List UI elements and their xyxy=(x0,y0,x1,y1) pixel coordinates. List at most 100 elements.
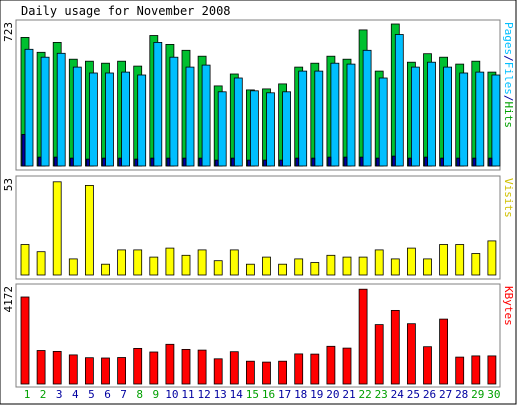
x-tick-label-day-24: 24 xyxy=(391,388,405,401)
x-tick-label-day-11: 11 xyxy=(181,388,194,401)
pages-bar-day-3 xyxy=(53,156,58,167)
panel-frame xyxy=(15,175,501,280)
pages-bar-day-2 xyxy=(37,156,42,167)
panel-max-label: 53 xyxy=(2,178,15,191)
visits-bar-day-3 xyxy=(52,181,62,276)
series-kbytes xyxy=(20,288,497,385)
x-tick-label-day-27: 27 xyxy=(439,388,452,401)
pages-bar-day-15 xyxy=(246,159,251,167)
pages-bar-day-18 xyxy=(295,157,300,167)
pages-bar-day-12 xyxy=(198,157,203,167)
panel-kbytes: 4172 KBytes xyxy=(2,283,515,388)
x-tick-label-day-23: 23 xyxy=(375,388,388,401)
x-tick-label-day-20: 20 xyxy=(326,388,339,401)
pages-bar-day-7 xyxy=(118,157,122,167)
files-bar-day-20 xyxy=(330,62,340,167)
files-bar-day-13 xyxy=(217,91,227,167)
x-tick-label-day-22: 22 xyxy=(358,388,371,401)
pages-bar-day-21 xyxy=(343,156,348,167)
files-bar-day-4 xyxy=(72,66,82,167)
files-bar-day-26 xyxy=(427,61,436,167)
visits-bar-day-6 xyxy=(101,263,110,276)
series-label-part: / xyxy=(502,55,515,62)
files-bar-day-27 xyxy=(443,66,453,167)
files-bar-day-12 xyxy=(201,64,211,167)
pages-bar-day-28 xyxy=(456,157,461,167)
kbytes-bar-day-3 xyxy=(52,350,62,385)
pages-bar-day-4 xyxy=(69,157,74,167)
visits-bar-day-26 xyxy=(423,258,432,276)
files-bar-day-29 xyxy=(475,71,485,167)
kbytes-bar-day-1 xyxy=(20,296,30,385)
x-tick-label-day-15: 15 xyxy=(246,388,259,401)
visits-bar-day-23 xyxy=(374,249,384,276)
kbytes-bar-day-24 xyxy=(390,309,400,385)
kbytes-bar-day-6 xyxy=(101,357,110,385)
series-label-part: KBytes xyxy=(502,286,515,326)
pages-bar-day-19 xyxy=(311,157,316,167)
files-bar-day-21 xyxy=(346,63,356,167)
visits-bar-day-9 xyxy=(149,256,159,276)
files-bar-day-8 xyxy=(137,74,147,167)
x-axis-day-labels: 1 2 3 4 5 6 7 8 9 10 11 12 13 14 15 16 17 18 19 20 21 22 23 24 2… xyxy=(24,388,501,401)
x-tick-label-day-2: 2 xyxy=(40,388,47,401)
visits-bar-day-10 xyxy=(165,247,175,276)
visits-bar-day-8 xyxy=(133,249,143,276)
panel-pages_files_hits: 723 Pages/Files/Hits xyxy=(2,19,515,171)
files-bar-day-5 xyxy=(89,72,98,167)
pages-bar-day-5 xyxy=(86,158,90,167)
visits-bar-day-4 xyxy=(68,258,78,276)
kbytes-bar-day-11 xyxy=(181,348,191,385)
x-tick-label-day-8: 8 xyxy=(136,388,143,401)
series-files xyxy=(24,34,501,167)
panel-max-label: 4172 xyxy=(2,286,15,313)
files-bar-day-15 xyxy=(249,90,259,167)
kbytes-bar-day-16 xyxy=(262,361,271,385)
files-bar-day-1 xyxy=(24,48,34,167)
x-tick-label-day-9: 9 xyxy=(152,388,159,401)
x-tick-label-day-17: 17 xyxy=(278,388,291,401)
pages-bar-day-29 xyxy=(472,157,477,167)
pages-bar-day-23 xyxy=(375,157,380,167)
x-tick-label-day-4: 4 xyxy=(72,388,79,401)
x-tick-label-day-14: 14 xyxy=(230,388,244,401)
pages-bar-day-1 xyxy=(21,133,26,167)
pages-bar-day-13 xyxy=(214,159,219,167)
visits-bar-day-25 xyxy=(406,247,416,276)
visits-bar-day-30 xyxy=(487,240,497,276)
x-tick-label-day-3: 3 xyxy=(56,388,63,401)
visits-bar-day-28 xyxy=(455,244,465,276)
pages-bar-day-11 xyxy=(182,157,187,167)
x-tick-label-day-29: 29 xyxy=(471,388,484,401)
visits-bar-day-24 xyxy=(390,258,400,276)
files-bar-day-18 xyxy=(298,70,308,167)
visits-bar-day-19 xyxy=(310,262,320,276)
kbytes-bar-day-8 xyxy=(133,347,143,385)
x-tick-label-day-25: 25 xyxy=(407,388,420,401)
series-label-part: Hits xyxy=(502,102,515,129)
pages-bar-day-14 xyxy=(230,157,235,167)
kbytes-bar-day-5 xyxy=(85,357,94,385)
series-label-part: / xyxy=(502,95,515,102)
files-bar-day-30 xyxy=(491,74,501,167)
files-bar-day-19 xyxy=(314,70,324,167)
pages-bar-day-6 xyxy=(102,157,106,167)
visits-bar-day-2 xyxy=(36,251,46,276)
series-pages xyxy=(21,133,493,167)
pages-bar-day-25 xyxy=(407,157,412,167)
visits-bar-day-16 xyxy=(262,256,271,276)
chart-title: Daily usage for November 2008 xyxy=(21,4,231,18)
x-tick-label-day-13: 13 xyxy=(214,388,227,401)
visits-bar-day-22 xyxy=(358,256,368,276)
x-tick-label-day-5: 5 xyxy=(88,388,95,401)
files-bar-day-16 xyxy=(266,92,275,167)
kbytes-bar-day-17 xyxy=(278,360,288,385)
x-tick-label-day-12: 12 xyxy=(197,388,210,401)
pages-bar-day-17 xyxy=(279,159,284,167)
kbytes-bar-day-20 xyxy=(326,345,336,385)
files-bar-day-28 xyxy=(459,72,469,167)
x-tick-label-day-21: 21 xyxy=(342,388,355,401)
visits-bar-day-5 xyxy=(85,184,94,276)
kbytes-bar-day-26 xyxy=(423,346,432,385)
